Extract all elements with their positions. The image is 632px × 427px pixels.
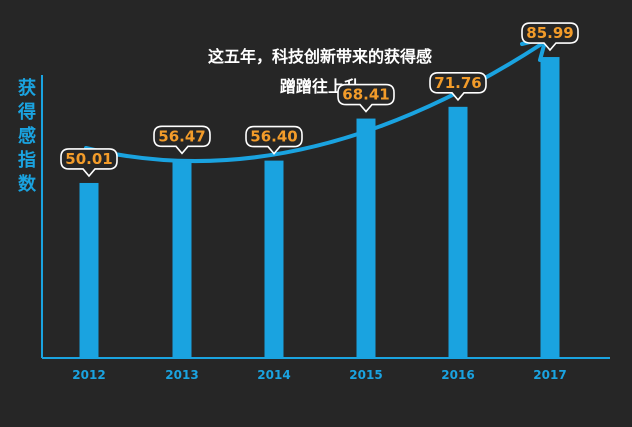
value-bubble-2014 bbox=[245, 125, 303, 155]
bar-2017 bbox=[540, 57, 560, 358]
x-tick-2014: 2014 bbox=[257, 368, 290, 382]
x-tick-labels-group: 2012 2013 2014 2015 2016 2017 bbox=[72, 368, 566, 382]
chart-title-line-1: 这五年，科技创新带来的获得感 bbox=[208, 47, 432, 66]
value-label-2014: 56.40 bbox=[250, 128, 297, 146]
x-tick-2012: 2012 bbox=[72, 368, 105, 382]
bar-2012 bbox=[79, 182, 99, 358]
x-tick-2017: 2017 bbox=[533, 368, 566, 382]
x-tick-2016: 2016 bbox=[441, 368, 474, 382]
bar-2013 bbox=[172, 160, 192, 358]
y-axis-label: 获得感指数 bbox=[17, 77, 37, 195]
value-label-2012: 50.01 bbox=[65, 150, 112, 168]
bars-group bbox=[79, 57, 560, 358]
bar-2014 bbox=[264, 160, 284, 358]
value-labels-group: 50.01 56.47 56.40 68.41 71.76 85.99 bbox=[60, 22, 579, 178]
value-bubble-2015 bbox=[337, 83, 395, 113]
bar-2015 bbox=[356, 118, 376, 358]
value-label-2013: 56.47 bbox=[158, 127, 205, 145]
value-bubble-2012 bbox=[60, 148, 118, 178]
bar-2016 bbox=[448, 106, 468, 358]
value-label-2015: 68.41 bbox=[342, 86, 389, 104]
value-bubble-2017 bbox=[521, 22, 579, 52]
value-label-2016: 71.76 bbox=[434, 74, 481, 92]
value-label-2017: 85.99 bbox=[526, 24, 573, 42]
x-tick-2015: 2015 bbox=[349, 368, 382, 382]
value-bubble-2013 bbox=[153, 125, 211, 155]
x-tick-2013: 2013 bbox=[165, 368, 198, 382]
value-bubble-2016 bbox=[429, 72, 487, 102]
